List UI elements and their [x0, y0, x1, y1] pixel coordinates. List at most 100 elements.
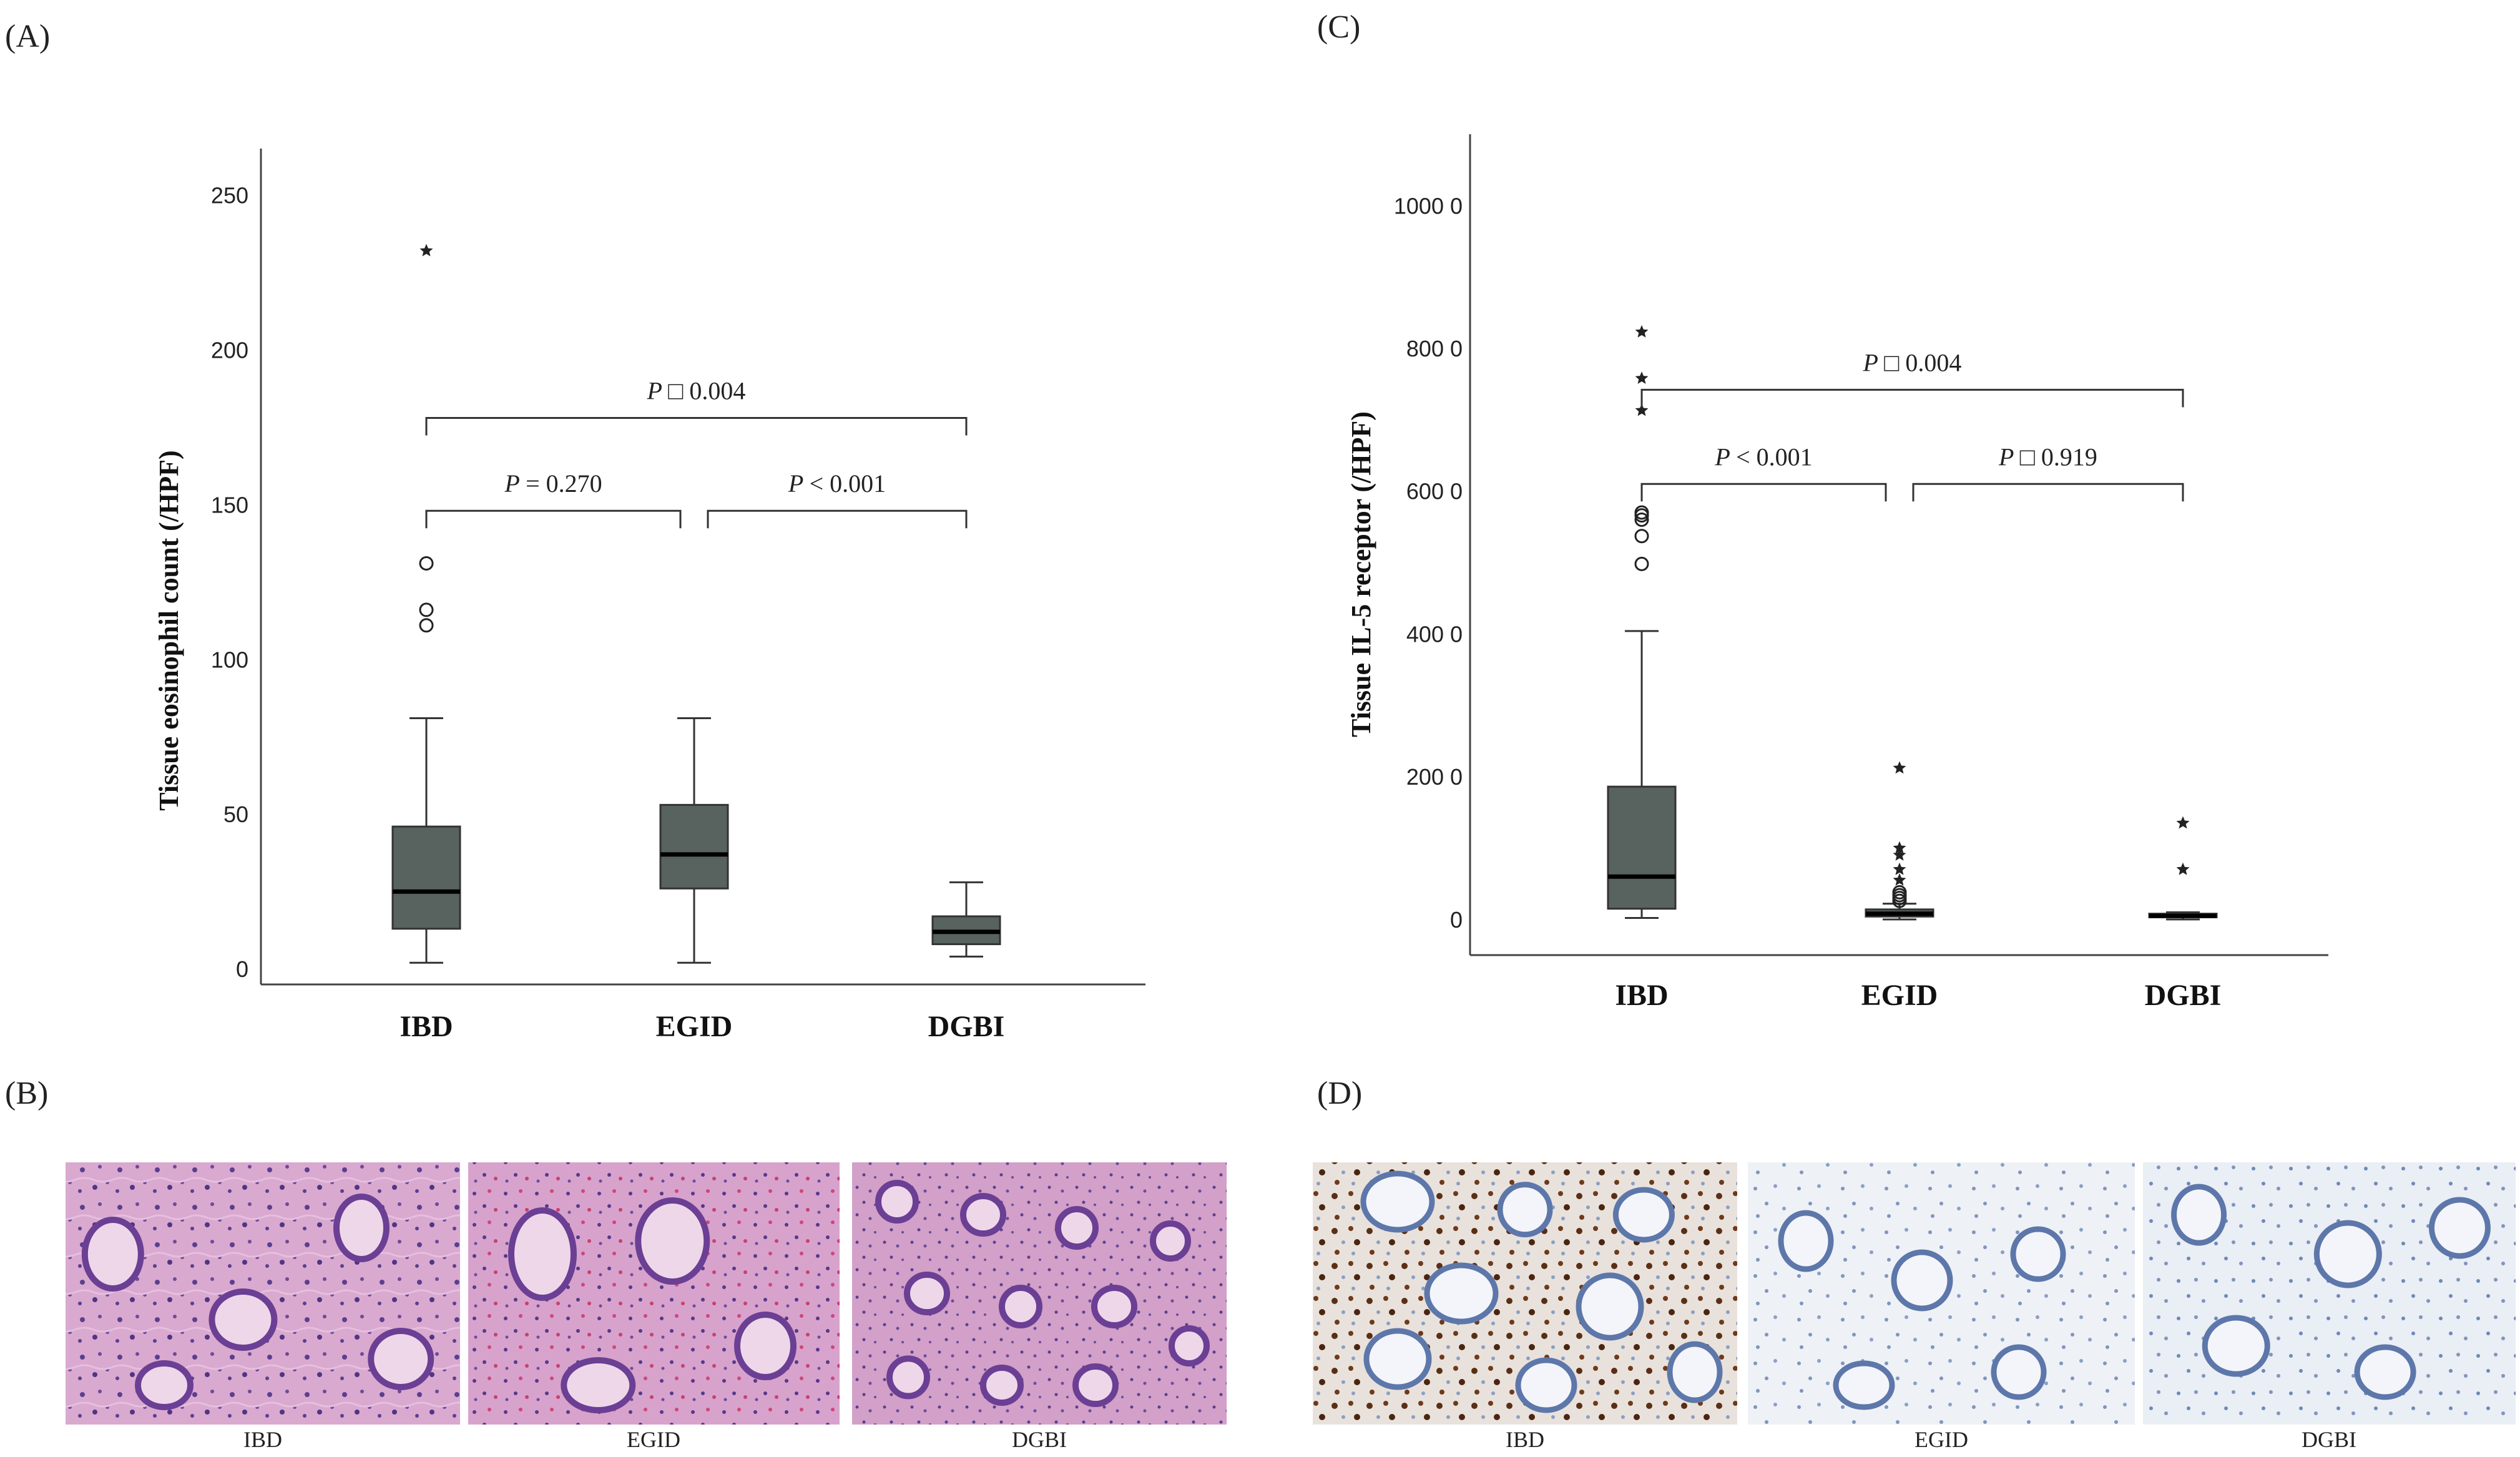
- outlier-star: [1635, 371, 1649, 384]
- outlier-star: [1893, 862, 1906, 875]
- comparison-bracket: [425, 509, 682, 529]
- y-tick-label: 400 0: [1406, 621, 1463, 647]
- crypt-texture: [1360, 1170, 1435, 1233]
- outlier-star: [1893, 761, 1906, 774]
- panel-label-c: (C): [1317, 9, 1360, 45]
- comparison-bracket: [425, 416, 968, 436]
- outlier-star: [2176, 816, 2190, 829]
- outlier-star: [1893, 873, 1906, 886]
- micrographs-ihc: IBD EGID DGBI: [1313, 1162, 2516, 1452]
- crypt-texture: [1515, 1357, 1577, 1413]
- crypt-texture: [561, 1357, 636, 1413]
- p-value-label: P < 0.001: [788, 469, 886, 498]
- crypt-texture: [2171, 1184, 2227, 1246]
- crypt-texture: [1576, 1272, 1644, 1341]
- outlier-circle: [419, 556, 434, 571]
- crypt-texture: [2202, 1315, 2270, 1377]
- micrograph-label: IBD: [243, 1427, 282, 1452]
- x-category-label: IBD: [1615, 979, 1668, 1012]
- box-iqr: [1607, 785, 1677, 910]
- p-value-label: P □ 0.919: [1998, 443, 2097, 471]
- comparison-bracket: [1640, 388, 2184, 408]
- crypt-texture: [1991, 1344, 2047, 1400]
- crypt-texture: [1169, 1325, 1210, 1366]
- x-category-label: EGID: [1861, 979, 1938, 1012]
- comparison-bracket: [1640, 483, 1887, 502]
- x-category-label: DGBI: [928, 1010, 1005, 1043]
- crypt-texture: [1363, 1328, 1432, 1390]
- outlier-star: [1635, 325, 1649, 338]
- y-tick-label: 1000 0: [1394, 193, 1463, 218]
- crypt-texture: [1667, 1341, 1723, 1403]
- outlier-star: [1893, 848, 1906, 861]
- boxplot-eosinophil: Tissue eosinophil count (/HPF) 0 50 100 150…: [154, 149, 1145, 1043]
- crypt-texture: [734, 1312, 797, 1380]
- crypt-texture: [1612, 1187, 1675, 1243]
- outlier-star: [1893, 841, 1906, 854]
- crypt-texture: [960, 1193, 1006, 1237]
- y-tick-label: 0: [1450, 907, 1463, 933]
- micrograph-label: EGID: [1915, 1427, 1968, 1452]
- outlier-star: [2176, 862, 2190, 875]
- crypt-texture: [1072, 1363, 1119, 1407]
- y-axis-label: Tissue eosinophil count (/HPF): [154, 450, 184, 810]
- x-category-label: DGBI: [2145, 979, 2222, 1012]
- p-value-label: P = 0.270: [504, 469, 602, 498]
- outlier-circle: [419, 618, 434, 633]
- comparison-bracket: [1912, 483, 2184, 502]
- micrograph-label: IBD: [1506, 1427, 1544, 1452]
- y-axis-label: Tissue IL-5 receptor (/HPF): [1346, 411, 1376, 737]
- crypt-texture: [1778, 1210, 1834, 1272]
- crypt-texture: [1055, 1206, 1099, 1250]
- crypt-texture: [1150, 1220, 1191, 1262]
- crypt-texture: [2313, 1220, 2382, 1288]
- crypt-texture: [999, 1285, 1042, 1328]
- crypt-texture: [1497, 1182, 1553, 1238]
- outlier-circle: [1634, 512, 1649, 527]
- y-tick-label: 800 0: [1406, 336, 1463, 361]
- y-tick-label: 50: [223, 802, 248, 827]
- panel-label-d: (D): [1317, 1076, 1362, 1111]
- outlier-circle: [1634, 556, 1649, 571]
- outlier-star: [1635, 403, 1649, 416]
- y-tick-label: 150: [211, 492, 248, 518]
- outlier-circle: [1892, 885, 1907, 900]
- p-value-label: P □ 0.004: [1863, 348, 1962, 376]
- micrograph-label: DGBI: [2302, 1427, 2356, 1452]
- y-tick-label: 200: [211, 337, 248, 363]
- crypt-texture: [1424, 1262, 1499, 1325]
- outlier-circle: [1634, 529, 1649, 544]
- micrographs-he: IBD EGID DGBI: [66, 1162, 1227, 1452]
- crypt-texture: [886, 1355, 930, 1400]
- crypt-texture: [2010, 1226, 2066, 1282]
- crypt-texture: [208, 1288, 278, 1351]
- box-iqr: [659, 803, 729, 890]
- crypt-texture: [2354, 1344, 2416, 1400]
- y-tick-label: 600 0: [1406, 479, 1463, 504]
- crypt-texture: [135, 1360, 194, 1410]
- crypt-texture: [81, 1217, 144, 1292]
- crypt-texture: [508, 1207, 577, 1301]
- crypt-texture: [333, 1194, 390, 1262]
- box-iqr: [391, 825, 461, 930]
- crypt-texture: [1833, 1360, 1895, 1410]
- p-value-label: P < 0.001: [1714, 443, 1812, 471]
- x-category-label: IBD: [400, 1010, 453, 1043]
- crypt-texture: [2428, 1197, 2491, 1259]
- y-tick-label: 200 0: [1406, 764, 1463, 790]
- crypt-texture: [368, 1328, 434, 1390]
- crypt-texture: [875, 1180, 919, 1224]
- crypt-texture: [1091, 1285, 1137, 1328]
- micrograph-label: DGBI: [1012, 1427, 1067, 1452]
- crypt-texture: [904, 1272, 950, 1315]
- outlier-circle: [1634, 505, 1649, 520]
- crypt-texture: [635, 1197, 710, 1285]
- outlier-circle: [419, 602, 434, 617]
- outlier-star: [419, 243, 433, 257]
- crypt-texture: [1891, 1249, 1953, 1312]
- p-value-label: P □ 0.004: [647, 376, 746, 405]
- boxplot-il5-receptor: Tissue IL-5 receptor (/HPF) 0 200 0 400 0 6…: [1346, 134, 2328, 1012]
- y-tick-label: 250: [211, 182, 248, 208]
- panel-label-a: (A): [5, 19, 50, 54]
